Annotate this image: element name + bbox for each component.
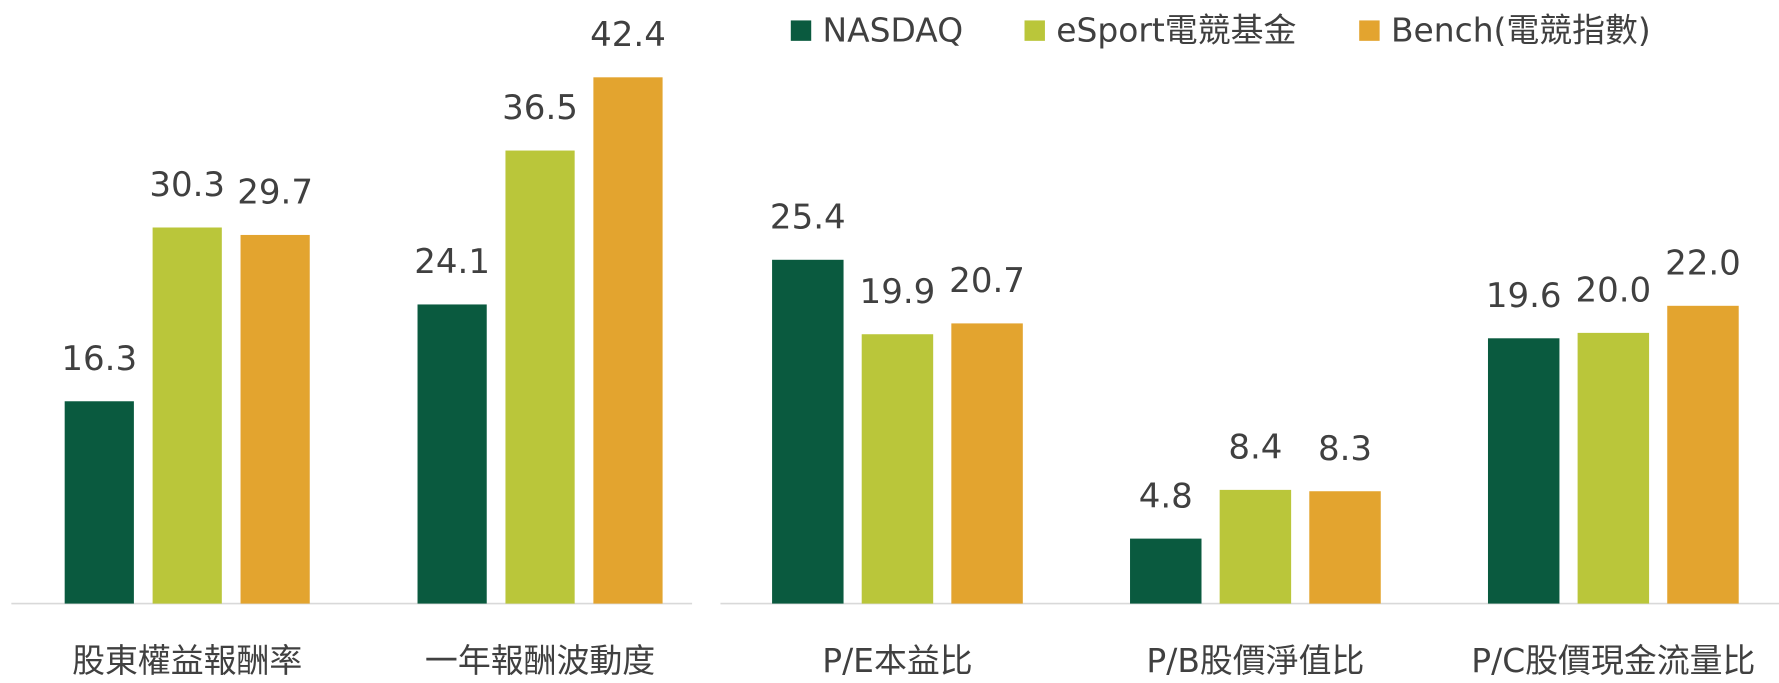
x-tick-label: P/B股價淨值比 [1146,641,1364,680]
bar [1309,491,1381,604]
value-label: 19.9 [860,272,936,312]
bar [505,150,575,604]
bar [1219,489,1292,604]
legend-swatch [1024,20,1045,41]
x-tick-label: P/E本益比 [822,641,972,680]
value-label: 29.7 [237,173,313,213]
bar [1487,338,1560,604]
value-label: 42.4 [590,15,666,55]
bar [417,304,487,604]
bar [951,323,1023,604]
x-tick-label: 一年報酬波動度 [425,641,655,680]
x-tick-label: 股東權益報酬率 [72,641,302,680]
value-label: 19.6 [1486,276,1562,316]
legend-swatch [1359,20,1380,41]
legend-label: Bench(電競指數) [1391,10,1651,49]
bar [593,77,663,604]
bar [1577,332,1650,604]
value-label: 36.5 [502,88,578,128]
bar [64,401,134,604]
value-label: 20.7 [949,261,1025,301]
value-label: 16.3 [61,339,137,379]
value-label: 24.1 [414,242,490,282]
x-tick-label: P/C股價現金流量比 [1471,641,1755,680]
value-label: 20.0 [1575,271,1651,311]
value-label: 22.0 [1665,243,1741,283]
bar [772,259,844,604]
legend-label: NASDAQ [823,10,964,49]
legend-swatch [790,20,812,41]
bar [861,334,934,604]
bar [240,234,310,604]
value-label: 4.8 [1139,476,1193,516]
bar [1667,305,1739,604]
legend-label: eSport電競基金 [1056,10,1296,49]
value-label: 30.3 [149,165,225,205]
value-label: 8.4 [1228,428,1282,468]
value-label: 25.4 [770,197,846,237]
value-label: 8.3 [1318,429,1372,469]
bar [1130,538,1202,604]
bar [152,227,222,604]
